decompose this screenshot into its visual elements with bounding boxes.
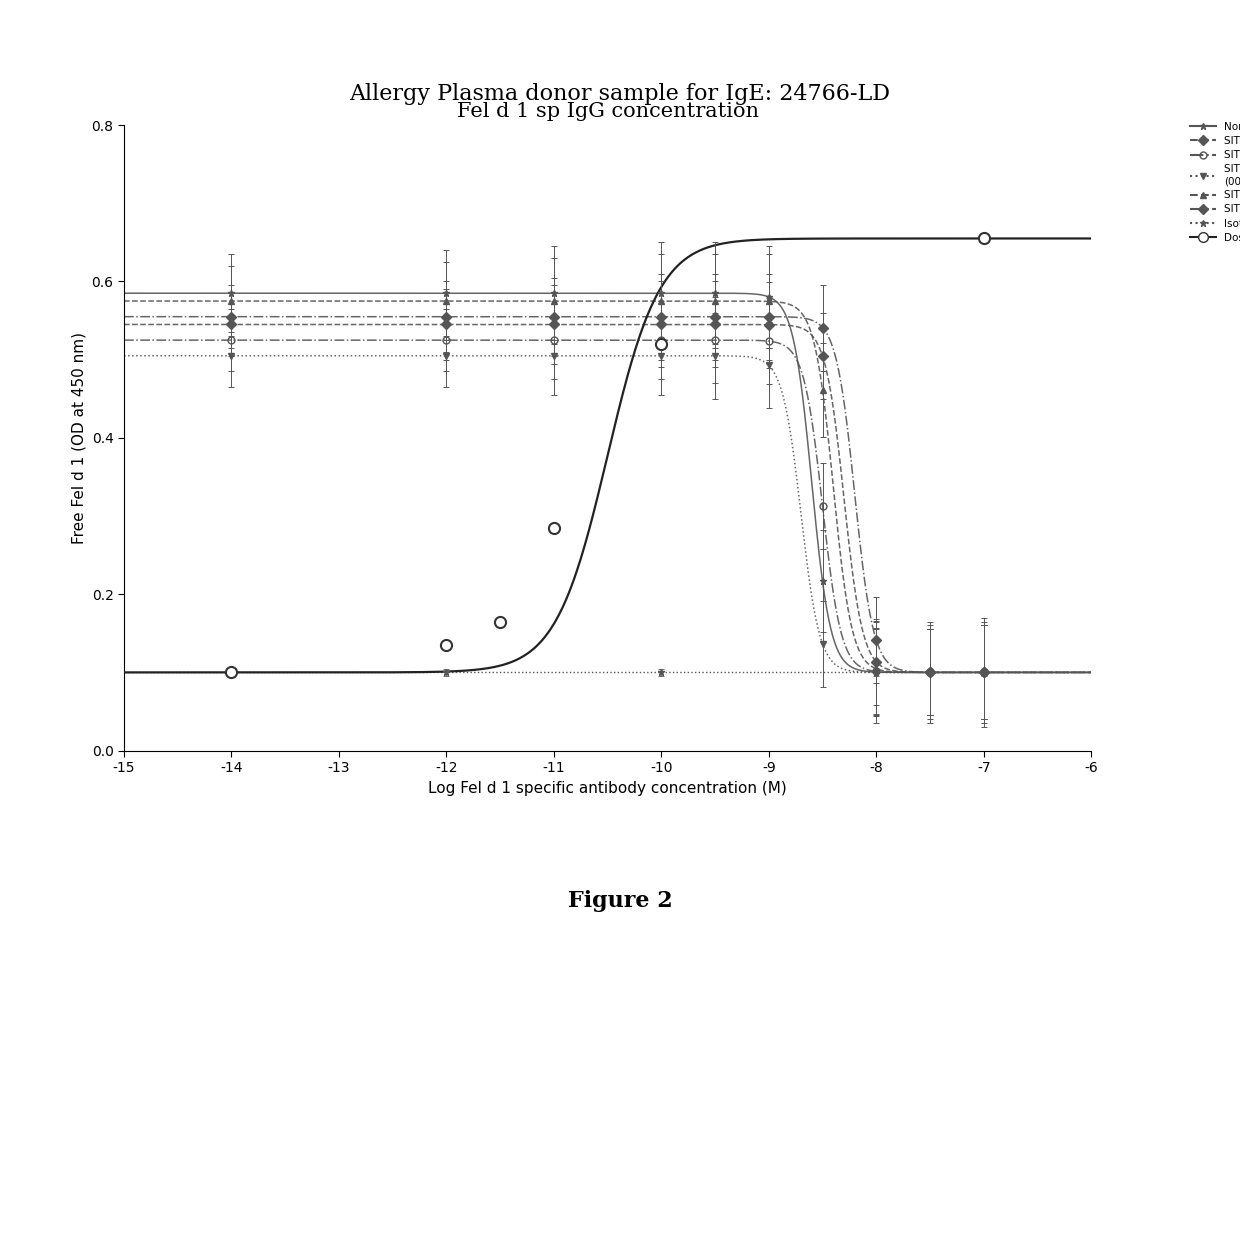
Legend: Non-SIT IgG (001), SIT IgG (002), SIT IgG (005), SIT IgG
(007), SIT IgG (008), S: Non-SIT IgG (001), SIT IgG (002), SIT Ig… bbox=[1185, 118, 1240, 246]
Title: Fel d 1 sp IgG concentration: Fel d 1 sp IgG concentration bbox=[456, 101, 759, 121]
Y-axis label: Free Fel d 1 (OD at 450 nm): Free Fel d 1 (OD at 450 nm) bbox=[71, 332, 86, 544]
X-axis label: Log Fel d 1 specific antibody concentration (M): Log Fel d 1 specific antibody concentrat… bbox=[428, 781, 787, 796]
Text: Allergy Plasma donor sample for IgE: 24766-LD: Allergy Plasma donor sample for IgE: 247… bbox=[350, 83, 890, 105]
Text: Figure 2: Figure 2 bbox=[568, 889, 672, 912]
